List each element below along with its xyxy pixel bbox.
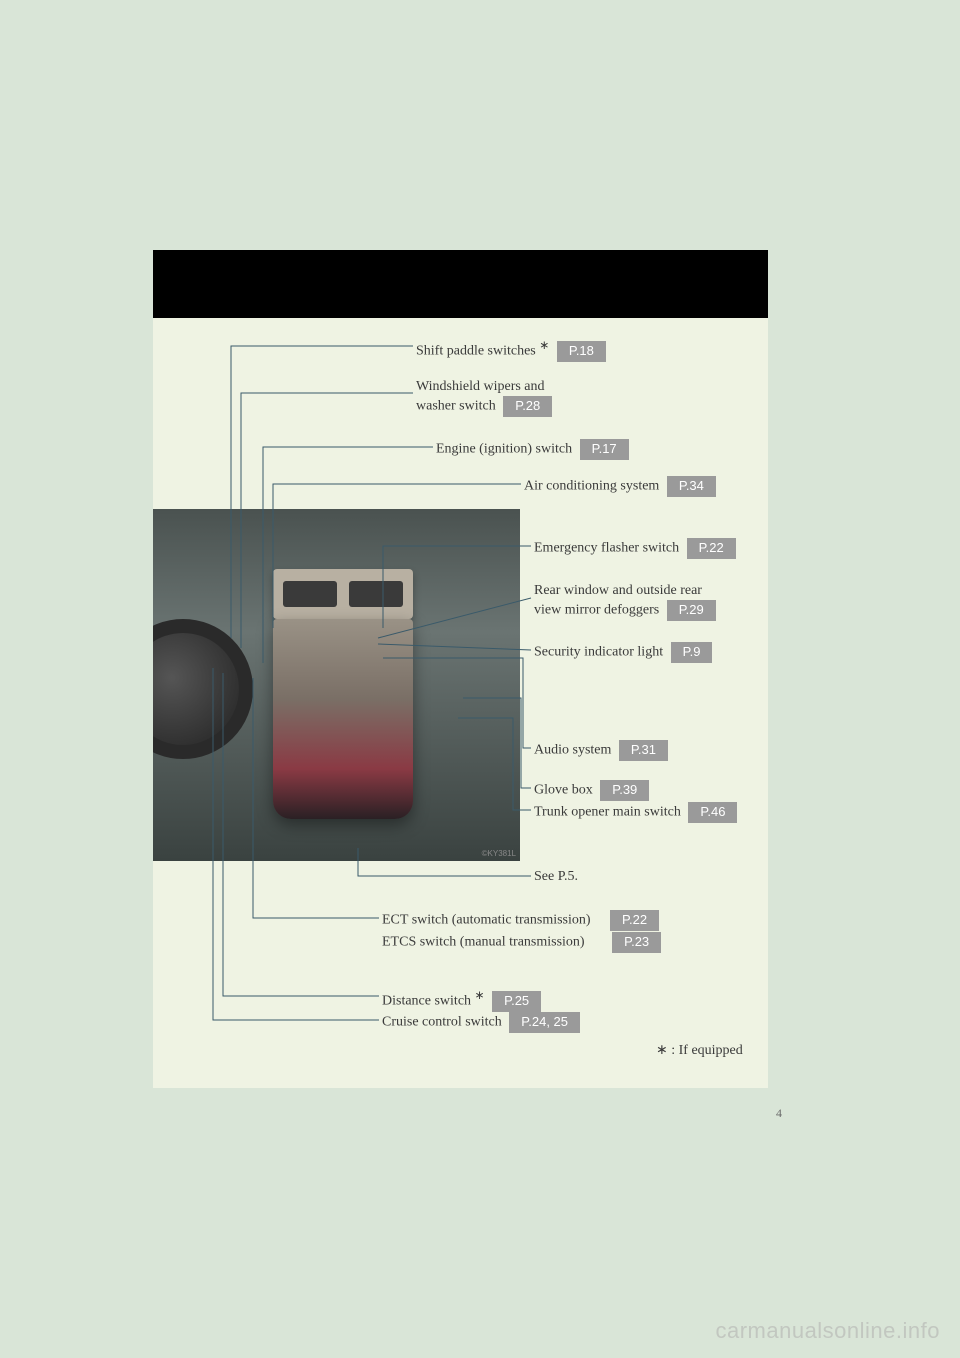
page-ref: P.17 xyxy=(580,439,629,460)
page-ref: P.46 xyxy=(688,802,737,823)
label-text: ECT switch (automatic transmission) xyxy=(382,913,591,928)
page-ref: P.28 xyxy=(503,396,552,417)
page-ref: P.22 xyxy=(687,538,736,559)
label-rear-line1: Rear window and outside rear xyxy=(534,582,702,600)
label-ac: Air conditioning system P.34 xyxy=(524,476,716,497)
label-text: Emergency flasher switch xyxy=(534,541,679,556)
page-ref: P.9 xyxy=(671,642,713,663)
label-text: Air conditioning system xyxy=(524,479,659,494)
label-text: Engine (ignition) switch xyxy=(436,442,572,457)
asterisk-icon: ∗ xyxy=(539,338,549,352)
label-text: ETCS switch (manual transmission) xyxy=(382,935,585,950)
photo-inner: A ©KY381L xyxy=(153,509,520,861)
label-text: Trunk opener main switch xyxy=(534,805,681,820)
label-audio: Audio system P.31 xyxy=(534,740,668,761)
page-ref: P.18 xyxy=(557,341,606,362)
label-text: Cruise control switch xyxy=(382,1015,502,1030)
label-ect: ECT switch (automatic transmission) P.22 xyxy=(382,910,659,931)
vent-graphic xyxy=(349,581,403,607)
label-rear-line2: view mirror defoggers P.29 xyxy=(534,600,716,621)
page-ref: P.24, 25 xyxy=(509,1012,580,1033)
label-engine: Engine (ignition) switch P.17 xyxy=(436,439,629,460)
label-etcs: ETCS switch (manual transmission) P.23 xyxy=(382,932,661,953)
brand-watermark: carmanualsonline.info xyxy=(715,1318,940,1344)
label-distance: Distance switch ∗ P.25 xyxy=(382,988,541,1012)
label-wipers-line1: Windshield wipers and xyxy=(416,378,545,396)
dashboard-photo: A ©KY381L xyxy=(153,509,520,861)
label-emergency: Emergency flasher switch P.22 xyxy=(534,538,736,559)
steering-wheel-graphic xyxy=(153,619,253,759)
page-ref: P.31 xyxy=(619,740,668,761)
label-text: Audio system xyxy=(534,743,611,758)
label-text: Glove box xyxy=(534,783,593,798)
label-text: washer switch xyxy=(416,399,496,414)
marker-a-icon: A xyxy=(295,719,309,733)
label-cruise: Cruise control switch P.24, 25 xyxy=(382,1012,580,1033)
label-text: Security indicator light xyxy=(534,645,663,660)
asterisk-icon: ∗ xyxy=(475,988,485,1002)
label-see-p5: See P.5. xyxy=(534,868,578,886)
page-ref: P.23 xyxy=(612,932,661,953)
footnote: ∗ : If equipped xyxy=(656,1042,743,1059)
label-security: Security indicator light P.9 xyxy=(534,642,712,663)
label-glove: Glove box P.39 xyxy=(534,780,649,801)
label-text: Shift paddle switches xyxy=(416,344,536,359)
page-ref: P.34 xyxy=(667,476,716,497)
label-text: Distance switch xyxy=(382,994,471,1009)
page-ref: P.22 xyxy=(610,910,659,931)
title-bar xyxy=(153,250,768,318)
label-trunk: Trunk opener main switch P.46 xyxy=(534,802,737,823)
page-ref: P.29 xyxy=(667,600,716,621)
label-text: view mirror defoggers xyxy=(534,603,659,618)
page-number: 4 xyxy=(776,1106,782,1121)
label-shift-paddle: Shift paddle switches ∗ P.18 xyxy=(416,338,606,362)
audio-panel-graphic xyxy=(281,653,405,689)
page-ref: P.39 xyxy=(600,780,649,801)
shifter-graphic xyxy=(328,734,350,794)
vent-graphic xyxy=(283,581,337,607)
label-wipers-line2: washer switch P.28 xyxy=(416,396,552,417)
image-watermark: ©KY381L xyxy=(482,849,516,858)
ac-panel-graphic xyxy=(281,627,405,649)
page-ref: P.25 xyxy=(492,991,541,1012)
page: A ©KY381L Shift p xyxy=(0,0,960,1358)
